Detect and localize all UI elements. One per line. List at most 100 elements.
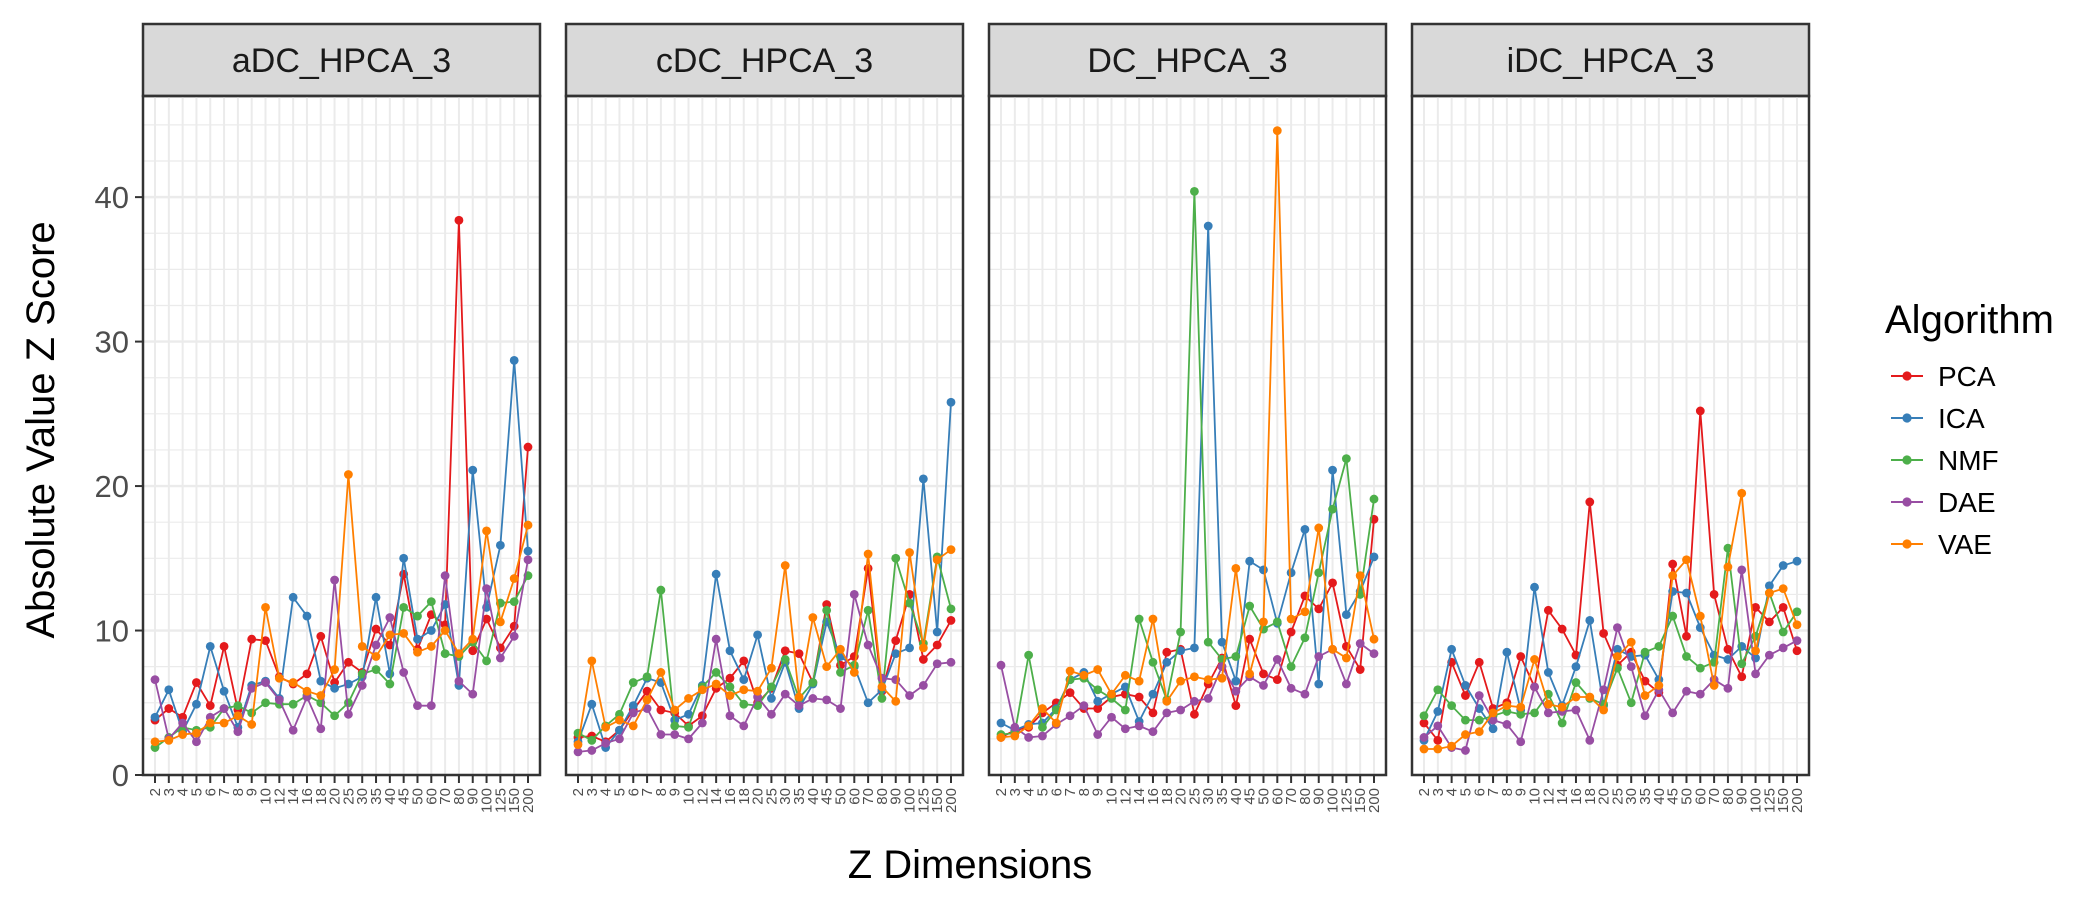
x-tick-label: 4 [1021,788,1038,796]
legend-label: VAE [1938,529,1992,560]
data-point [413,701,422,711]
data-point [836,668,845,677]
data-point [1176,627,1185,637]
data-point [996,733,1006,742]
data-point [1093,685,1103,695]
data-point [656,585,666,595]
data-point [523,442,533,452]
x-tick-label: 2 [993,788,1010,796]
legend-key-point [1902,413,1912,423]
x-tick-label: 35 [1214,788,1231,805]
x-tick-label: 16 [1568,788,1585,805]
panel-title: aDC_HPCA_3 [232,42,451,80]
data-point [1737,659,1747,669]
data-point [1626,637,1636,647]
data-point [1038,731,1047,741]
data-point [1120,705,1130,715]
data-point [371,652,381,661]
data-point [1134,614,1144,624]
x-tick-label: 90 [465,788,482,805]
data-point [1599,629,1608,638]
data-point [1010,722,1020,732]
data-point [780,646,790,656]
data-point [1695,689,1705,699]
data-point [1792,620,1802,630]
data-point [1461,746,1470,755]
data-point [1654,681,1664,690]
data-point [767,682,776,692]
data-point [1585,692,1595,702]
data-point [413,647,422,657]
legend-items: PCA ICA NMF DAE VAE [1891,361,1999,560]
series-dae [1419,565,1802,755]
data-point [1461,691,1470,700]
x-tick-label: 200 [1366,788,1383,813]
data-point [1778,561,1788,570]
data-point [399,668,409,677]
x-tick-label: 200 [520,788,537,813]
data-point [509,574,519,583]
x-tick-label: 6 [1471,788,1488,796]
x-tick-label: 6 [1048,788,1065,796]
data-point [877,682,887,692]
data-point [684,694,693,703]
x-tick-label: 40 [805,788,822,805]
data-point [261,678,270,687]
data-point [1419,711,1429,721]
series-line-dae [154,559,529,744]
data-point [1024,721,1034,731]
data-point [468,646,478,656]
data-point [1599,705,1608,715]
data-point [316,691,326,700]
x-tick-label: 14 [1131,788,1148,805]
data-point [1176,676,1185,686]
data-point [1093,696,1103,706]
data-point [1682,652,1691,661]
data-point [1613,652,1622,661]
x-tick-label: 90 [1734,788,1751,805]
data-point [1272,655,1282,664]
data-point [1065,666,1075,676]
x-tick-label: 150 [506,788,523,813]
data-point [399,553,409,563]
data-point [739,675,749,685]
data-point [1516,702,1526,712]
x-axis-title: Z Dimensions [848,843,1093,887]
x-tick-label: 3 [161,788,178,796]
data-point [1778,603,1788,612]
data-point [1190,643,1199,653]
x-tick-label: 150 [1352,788,1369,813]
legend-key-point [1902,371,1912,381]
x-tick-label: 30 [1623,788,1640,805]
data-point [330,683,339,693]
data-point [905,548,914,557]
data-point [1203,675,1213,685]
x-tick-label: 30 [354,788,371,805]
data-point [891,649,901,659]
data-point [891,636,901,646]
data-point [767,709,776,719]
x-tick-label: 25 [1186,788,1203,805]
data-point [918,655,928,664]
x-tick-label: 8 [230,788,247,796]
y-axis-title: Absolute Value Z Score [19,221,63,638]
data-point [1217,662,1227,672]
data-point [1341,653,1351,663]
series-line-ica [154,360,529,735]
x-tick-label: 10 [1104,788,1121,805]
data-point [794,649,804,659]
data-point [164,704,174,713]
x-tick-label: 80 [1297,788,1314,805]
x-tick-label: 150 [929,788,946,813]
x-tick-label: 20 [1596,788,1613,805]
legend-label: PCA [1938,361,1996,392]
data-point [1286,662,1296,672]
data-point [1314,604,1324,614]
legend-item-nmf: NMF [1891,445,1999,476]
data-point [1530,682,1539,692]
data-point [1640,647,1650,657]
data-point [1093,730,1103,739]
data-point [642,695,652,705]
data-point [1488,715,1498,725]
data-point [573,747,583,757]
